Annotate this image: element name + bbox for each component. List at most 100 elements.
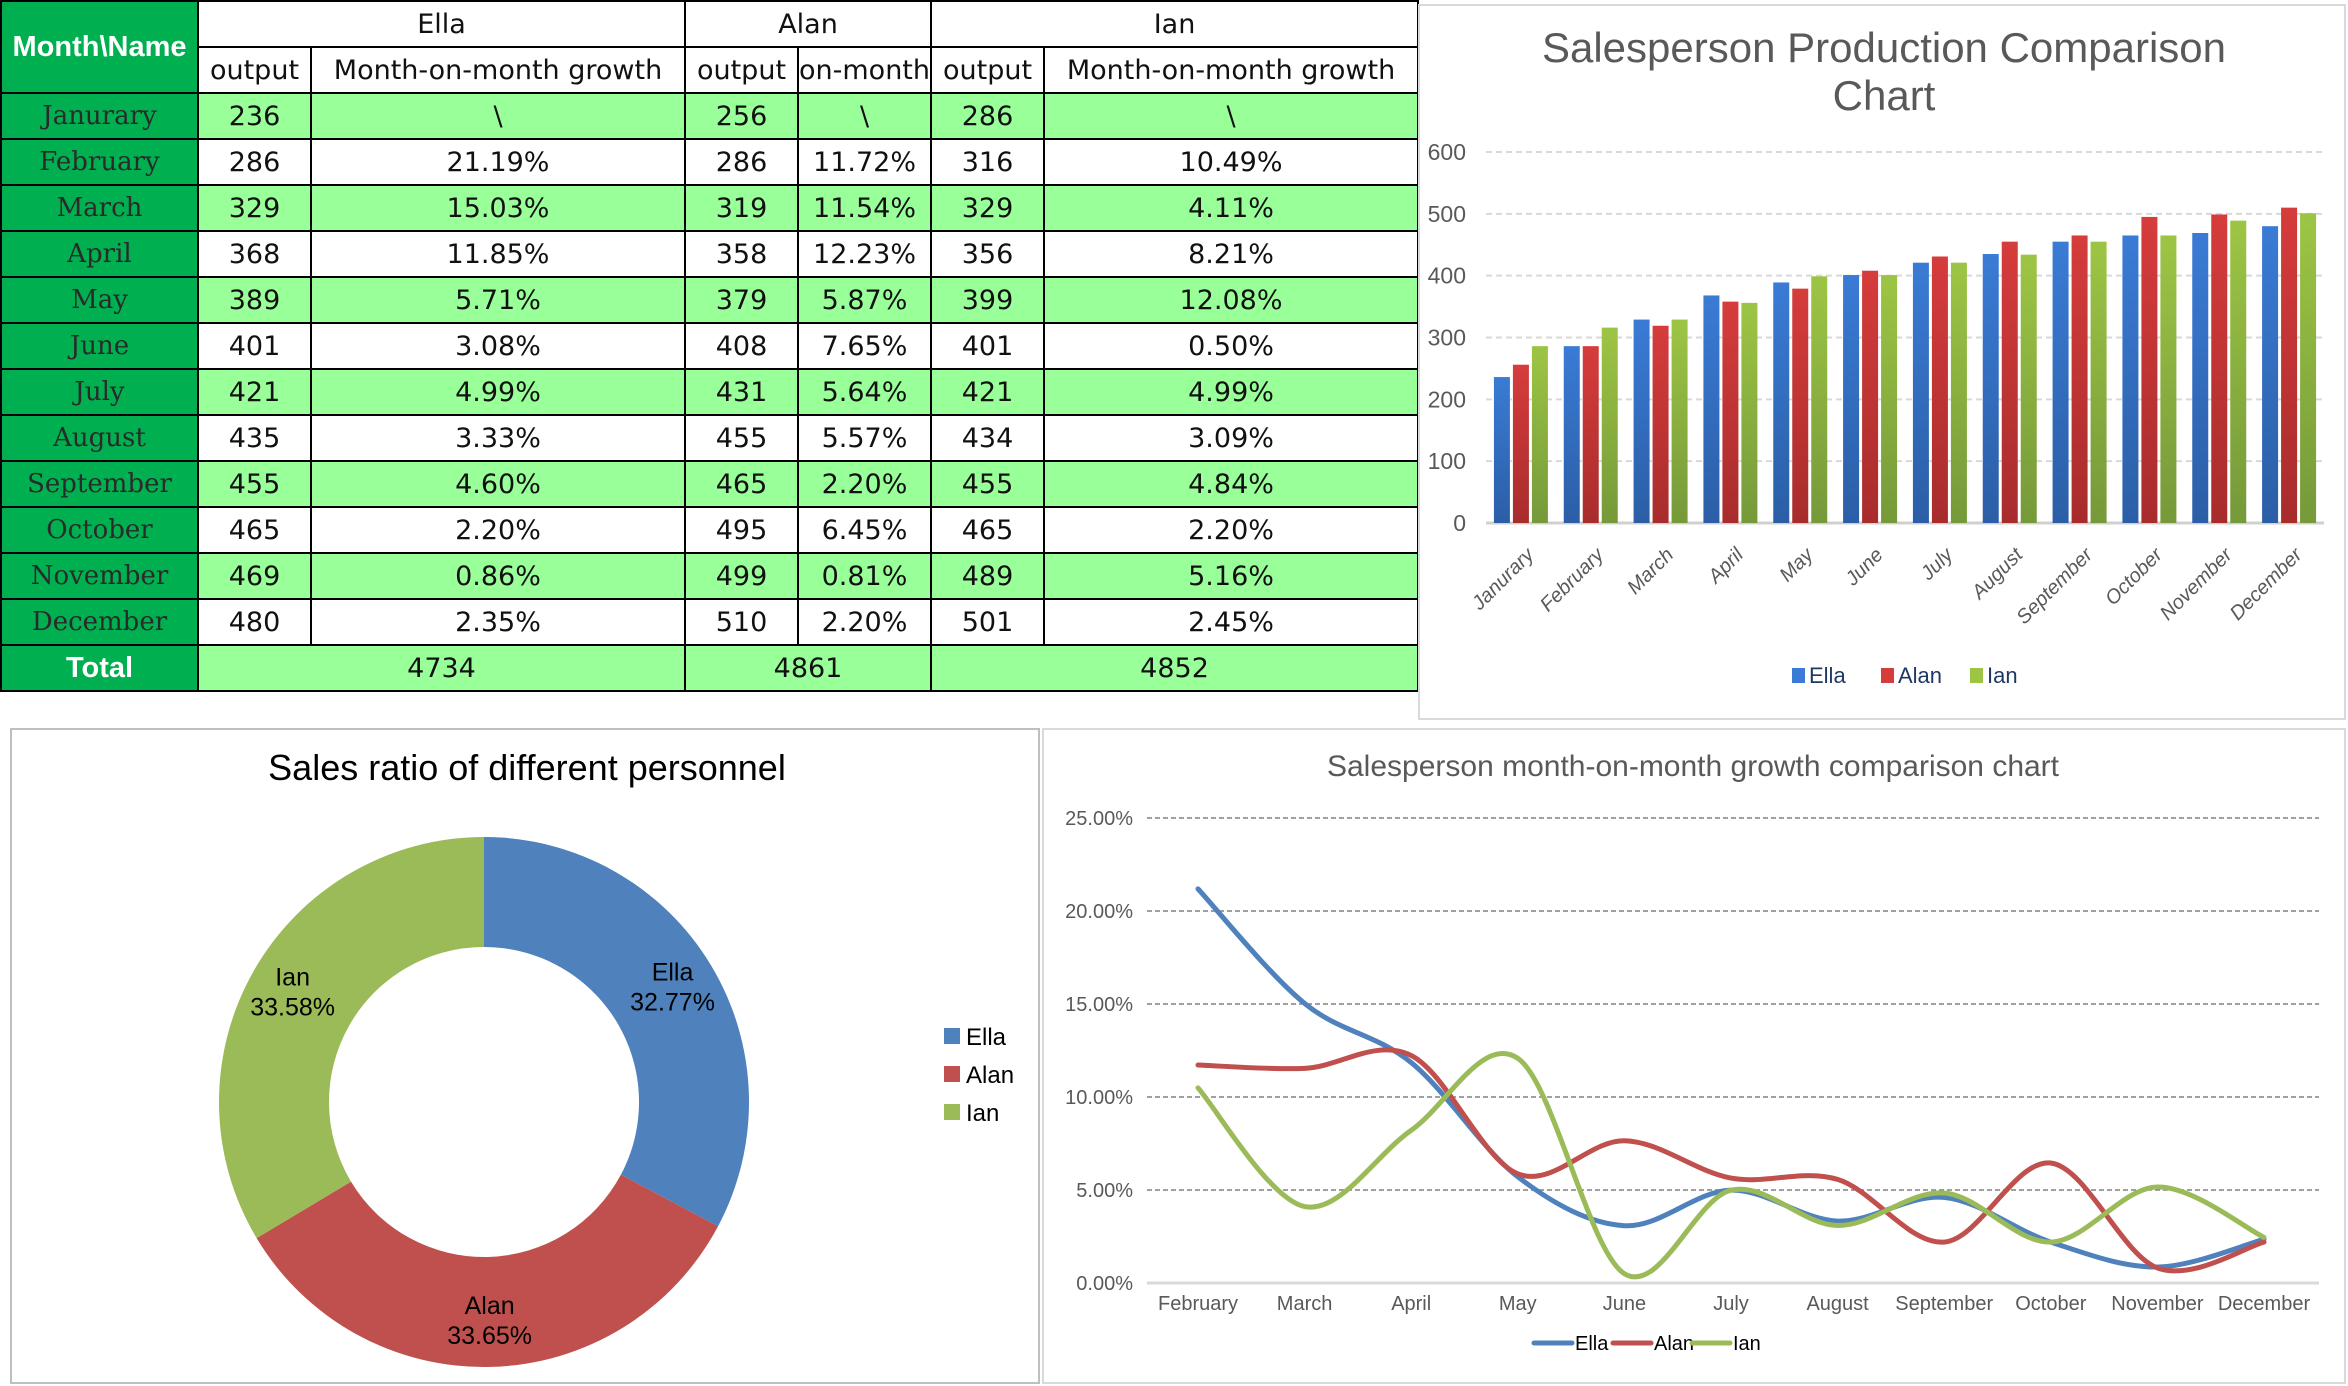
bar-alan-august[interactable] bbox=[2001, 241, 2018, 524]
bar-alan-november[interactable] bbox=[2211, 214, 2228, 523]
bar-ella-june[interactable] bbox=[1843, 275, 1860, 523]
legend-label-ian[interactable]: Ian bbox=[1733, 1333, 1761, 1355]
ella-output-cell[interactable]: 401 bbox=[197, 322, 312, 370]
ian-growth-cell[interactable]: 2.45% bbox=[1043, 598, 1420, 646]
person-header-alan[interactable]: Alan bbox=[683, 0, 933, 48]
bar-ella-september[interactable] bbox=[2052, 241, 2069, 524]
month-cell[interactable]: November bbox=[0, 552, 199, 600]
bar-ian-june[interactable] bbox=[1881, 275, 1898, 523]
alan-growth-cell[interactable]: 5.57% bbox=[796, 414, 933, 462]
alan-output-cell[interactable]: 465 bbox=[684, 460, 799, 508]
ian-output-cell[interactable]: 401 bbox=[930, 322, 1046, 370]
bar-alan-july[interactable] bbox=[1931, 256, 1948, 523]
donut-slice-alan[interactable] bbox=[256, 1174, 719, 1367]
ian-growth-cell[interactable]: 5.16% bbox=[1043, 552, 1420, 600]
bar-ella-april[interactable] bbox=[1703, 295, 1720, 523]
legend-label-ella[interactable]: Ella bbox=[1809, 663, 1846, 688]
bar-ella-janurary[interactable] bbox=[1493, 377, 1510, 523]
bar-ian-janurary[interactable] bbox=[1531, 346, 1548, 523]
bar-ian-september[interactable] bbox=[2090, 241, 2107, 524]
ian-output-cell[interactable]: 434 bbox=[930, 414, 1046, 462]
legend-label-alan[interactable]: Alan bbox=[1898, 663, 1942, 688]
ian-output-cell[interactable]: 455 bbox=[930, 460, 1046, 508]
ian-growth-cell[interactable]: \ bbox=[1043, 92, 1420, 140]
subheader-alan-output[interactable]: output bbox=[684, 46, 799, 94]
bar-ella-february[interactable] bbox=[1563, 346, 1580, 523]
total-alan-cell[interactable]: 4861 bbox=[683, 644, 933, 692]
ian-growth-cell[interactable]: 10.49% bbox=[1043, 138, 1420, 186]
bar-ian-july[interactable] bbox=[1950, 262, 1967, 523]
ella-output-cell[interactable]: 368 bbox=[197, 230, 312, 278]
month-cell[interactable]: April bbox=[0, 230, 199, 278]
total-label[interactable]: Total bbox=[0, 644, 199, 692]
bar-alan-april[interactable] bbox=[1722, 301, 1739, 523]
alan-growth-cell[interactable]: 0.81% bbox=[796, 552, 933, 600]
legend-label-alan[interactable]: Alan bbox=[1654, 1333, 1694, 1355]
alan-growth-cell[interactable]: \ bbox=[796, 92, 933, 140]
month-cell[interactable]: December bbox=[0, 598, 199, 646]
line-series-ella[interactable] bbox=[1195, 886, 2267, 1270]
ian-growth-cell[interactable]: 2.20% bbox=[1043, 506, 1420, 554]
bar-ella-october[interactable] bbox=[2122, 235, 2139, 523]
person-header-ian[interactable]: Ian bbox=[930, 0, 1420, 48]
month-cell[interactable]: Janurary bbox=[0, 92, 199, 140]
bar-ian-may[interactable] bbox=[1811, 276, 1828, 523]
alan-output-cell[interactable]: 256 bbox=[684, 92, 799, 140]
ian-growth-cell[interactable]: 12.08% bbox=[1043, 276, 1420, 324]
month-cell[interactable]: February bbox=[0, 138, 199, 186]
legend-label-ian[interactable]: Ian bbox=[966, 1100, 999, 1127]
alan-output-cell[interactable]: 455 bbox=[684, 414, 799, 462]
legend-label-ella[interactable]: Ella bbox=[966, 1024, 1007, 1051]
ian-output-cell[interactable]: 316 bbox=[930, 138, 1046, 186]
alan-output-cell[interactable]: 319 bbox=[684, 184, 799, 232]
bar-alan-june[interactable] bbox=[1862, 270, 1879, 523]
alan-growth-cell[interactable]: 2.20% bbox=[796, 460, 933, 508]
alan-output-cell[interactable]: 286 bbox=[684, 138, 799, 186]
ian-output-cell[interactable]: 501 bbox=[930, 598, 1046, 646]
ian-output-cell[interactable]: 286 bbox=[930, 92, 1046, 140]
alan-output-cell[interactable]: 431 bbox=[684, 368, 799, 416]
line-chart-panel[interactable]: Salesperson month-on-month growth compar… bbox=[1042, 728, 2346, 1384]
alan-growth-cell[interactable]: 5.87% bbox=[796, 276, 933, 324]
ella-growth-cell[interactable]: 0.86% bbox=[310, 552, 686, 600]
bar-ian-august[interactable] bbox=[2020, 254, 2037, 524]
total-ian-cell[interactable]: 4852 bbox=[930, 644, 1420, 692]
subheader-ella-output[interactable]: output bbox=[197, 46, 312, 94]
bar-ian-november[interactable] bbox=[2230, 220, 2247, 523]
ella-growth-cell[interactable]: \ bbox=[310, 92, 686, 140]
ella-output-cell[interactable]: 435 bbox=[197, 414, 312, 462]
month-cell[interactable]: October bbox=[0, 506, 199, 554]
legend-label-ian[interactable]: Ian bbox=[1987, 663, 2018, 688]
bar-ian-march[interactable] bbox=[1671, 319, 1688, 523]
ian-output-cell[interactable]: 489 bbox=[930, 552, 1046, 600]
ian-growth-cell[interactable]: 4.84% bbox=[1043, 460, 1420, 508]
bar-alan-february[interactable] bbox=[1582, 346, 1599, 523]
donut-chart-panel[interactable]: Sales ratio of different personnel Ella 3… bbox=[10, 728, 1040, 1384]
bar-chart-panel[interactable]: Salesperson Production Comparison Chart … bbox=[1418, 4, 2346, 720]
alan-growth-cell[interactable]: 11.72% bbox=[796, 138, 933, 186]
ella-growth-cell[interactable]: 2.35% bbox=[310, 598, 686, 646]
month-cell[interactable]: June bbox=[0, 322, 199, 370]
alan-growth-cell[interactable]: 5.64% bbox=[796, 368, 933, 416]
ella-output-cell[interactable]: 421 bbox=[197, 368, 312, 416]
bar-ella-december[interactable] bbox=[2262, 226, 2279, 523]
subheader-ella-growth[interactable]: Month-on-month growth bbox=[310, 46, 686, 94]
subheader-alan-growth[interactable]: on-month bbox=[796, 46, 933, 94]
bar-ella-march[interactable] bbox=[1633, 319, 1650, 523]
bar-alan-may[interactable] bbox=[1792, 288, 1809, 523]
alan-output-cell[interactable]: 510 bbox=[684, 598, 799, 646]
alan-growth-cell[interactable]: 12.23% bbox=[796, 230, 933, 278]
alan-output-cell[interactable]: 495 bbox=[684, 506, 799, 554]
alan-growth-cell[interactable]: 7.65% bbox=[796, 322, 933, 370]
ella-growth-cell[interactable]: 11.85% bbox=[310, 230, 686, 278]
legend-label-alan[interactable]: Alan bbox=[966, 1062, 1014, 1089]
month-cell[interactable]: September bbox=[0, 460, 199, 508]
ella-growth-cell[interactable]: 21.19% bbox=[310, 138, 686, 186]
ella-output-cell[interactable]: 480 bbox=[197, 598, 312, 646]
bar-ella-july[interactable] bbox=[1912, 262, 1929, 523]
alan-growth-cell[interactable]: 6.45% bbox=[796, 506, 933, 554]
ella-output-cell[interactable]: 389 bbox=[197, 276, 312, 324]
month-cell[interactable]: July bbox=[0, 368, 199, 416]
bar-alan-march[interactable] bbox=[1652, 325, 1669, 523]
ella-growth-cell[interactable]: 4.99% bbox=[310, 368, 686, 416]
